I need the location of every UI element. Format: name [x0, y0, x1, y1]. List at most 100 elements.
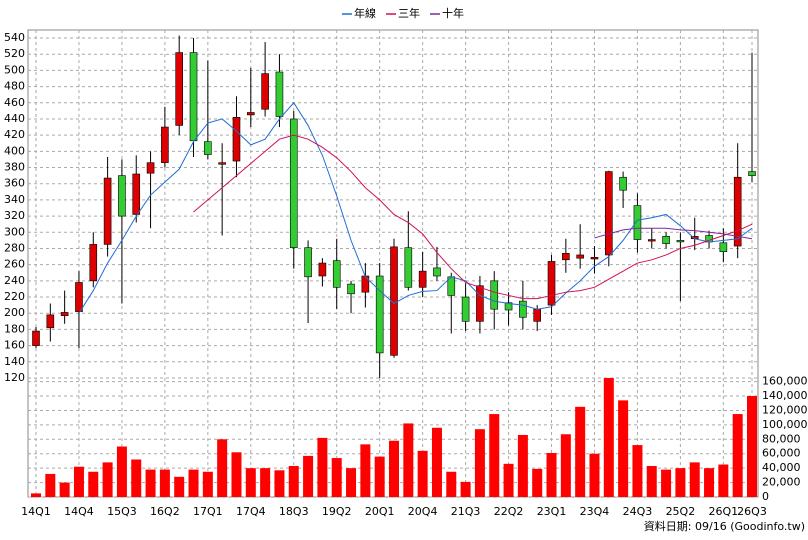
candle-body — [418, 270, 427, 288]
x-tick-label: 20Q4 — [408, 505, 438, 518]
y-tick-label: 400 — [4, 144, 25, 157]
volume-bar — [360, 444, 371, 497]
candle-body — [633, 205, 642, 240]
y2-tick-label: 160,000 — [762, 375, 808, 388]
candle-body — [132, 173, 141, 215]
volume-bar — [589, 453, 600, 497]
candle-body — [261, 73, 269, 110]
candle-body — [590, 257, 599, 260]
candle-body — [218, 162, 226, 165]
x-tick-label: 24Q3 — [623, 505, 653, 518]
y-tick-label: 360 — [4, 177, 25, 190]
volume-bar — [331, 458, 342, 497]
volume-bar — [288, 465, 299, 497]
volume-bar — [575, 406, 586, 497]
candle-body — [161, 126, 169, 163]
x-tick-label: 26Q3 — [737, 505, 767, 518]
candle-body — [318, 262, 327, 277]
x-tick-label: 17Q1 — [193, 505, 223, 518]
x-tick-label: 16Q2 — [150, 505, 180, 518]
volume-bar — [73, 466, 84, 497]
volume-bar — [732, 414, 743, 497]
volume-bar — [417, 450, 428, 497]
candle-body — [719, 242, 728, 253]
candle-body — [46, 314, 55, 329]
y2-tick-label: 0 — [762, 490, 769, 503]
volume-bar — [460, 481, 471, 497]
volume-bar — [632, 445, 643, 497]
volume-bar — [131, 459, 142, 497]
x-tick-label: 15Q3 — [107, 505, 137, 518]
candle-body — [562, 253, 570, 261]
x-tick-label: 18Q3 — [279, 505, 309, 518]
y-tick-label: 200 — [4, 306, 25, 319]
volume-bar — [489, 414, 500, 497]
candle-body — [576, 254, 584, 259]
candle-body — [89, 244, 98, 282]
y2-tick-label: 40,000 — [762, 461, 801, 474]
x-tick-label: 17Q4 — [236, 505, 266, 518]
y-tick-label: 460 — [4, 96, 25, 109]
candle-body — [60, 312, 69, 316]
volume-bar — [346, 468, 357, 497]
volume-bar — [88, 471, 99, 497]
volume-bar — [159, 469, 170, 497]
volume-bar — [704, 468, 715, 497]
y2-tick-label: 20,000 — [762, 476, 801, 489]
volume-bar — [532, 468, 543, 497]
candle-body — [146, 162, 155, 174]
volume-bar — [45, 473, 56, 497]
volume-bar — [446, 471, 457, 497]
candle-body — [375, 275, 384, 354]
volume-bar — [546, 453, 557, 497]
y-tick-label: 480 — [4, 80, 25, 93]
x-tick-label: 21Q3 — [451, 505, 481, 518]
volume-bar — [503, 463, 514, 497]
x-tick-label: 23Q1 — [537, 505, 567, 518]
volume-bar — [317, 437, 328, 497]
moving-average-line — [78, 101, 753, 314]
volume-bar — [260, 468, 271, 497]
candle-body — [103, 177, 112, 245]
x-tick-label: 14Q1 — [21, 505, 51, 518]
candle-body — [476, 285, 484, 322]
candle-body — [433, 267, 441, 277]
legend-label: 年線 — [354, 6, 376, 20]
legend-label: 十年 — [442, 6, 464, 20]
legend-label: 三年 — [398, 6, 420, 20]
y-tick-label: 500 — [4, 63, 25, 76]
candle-body — [461, 296, 470, 322]
volume-bar — [303, 455, 314, 497]
candle-body — [275, 71, 284, 117]
candle-body — [232, 117, 241, 162]
volume-bar — [560, 434, 571, 497]
volume-bar — [374, 456, 385, 497]
candle-body — [404, 247, 413, 288]
candle-body — [748, 171, 756, 176]
moving-average-line — [193, 134, 753, 300]
y-tick-label: 260 — [4, 258, 25, 271]
candle-body — [32, 330, 40, 346]
y-tick-label: 220 — [4, 290, 25, 303]
x-tick-label: 14Q4 — [64, 505, 94, 518]
volume-bar — [245, 468, 256, 497]
y-tick-label: 160 — [4, 339, 25, 352]
candle-body — [304, 247, 312, 278]
candle-body — [332, 260, 341, 288]
y-tick-label: 540 — [4, 31, 25, 44]
candle-body — [361, 275, 370, 293]
y-tick-label: 320 — [4, 209, 25, 222]
y-tick-label: 140 — [4, 355, 25, 368]
x-tick-label: 26Q1 — [709, 505, 739, 518]
y-tick-label: 120 — [4, 371, 25, 384]
candle-body — [504, 302, 513, 311]
candle-body — [647, 239, 656, 242]
x-tick-label: 19Q2 — [322, 505, 352, 518]
y-tick-label: 340 — [4, 193, 25, 206]
x-tick-label: 22Q2 — [494, 505, 524, 518]
volume-bar — [618, 400, 629, 497]
volume-bar — [603, 378, 614, 497]
candle-body — [118, 175, 126, 217]
y-tick-label: 300 — [4, 225, 25, 238]
